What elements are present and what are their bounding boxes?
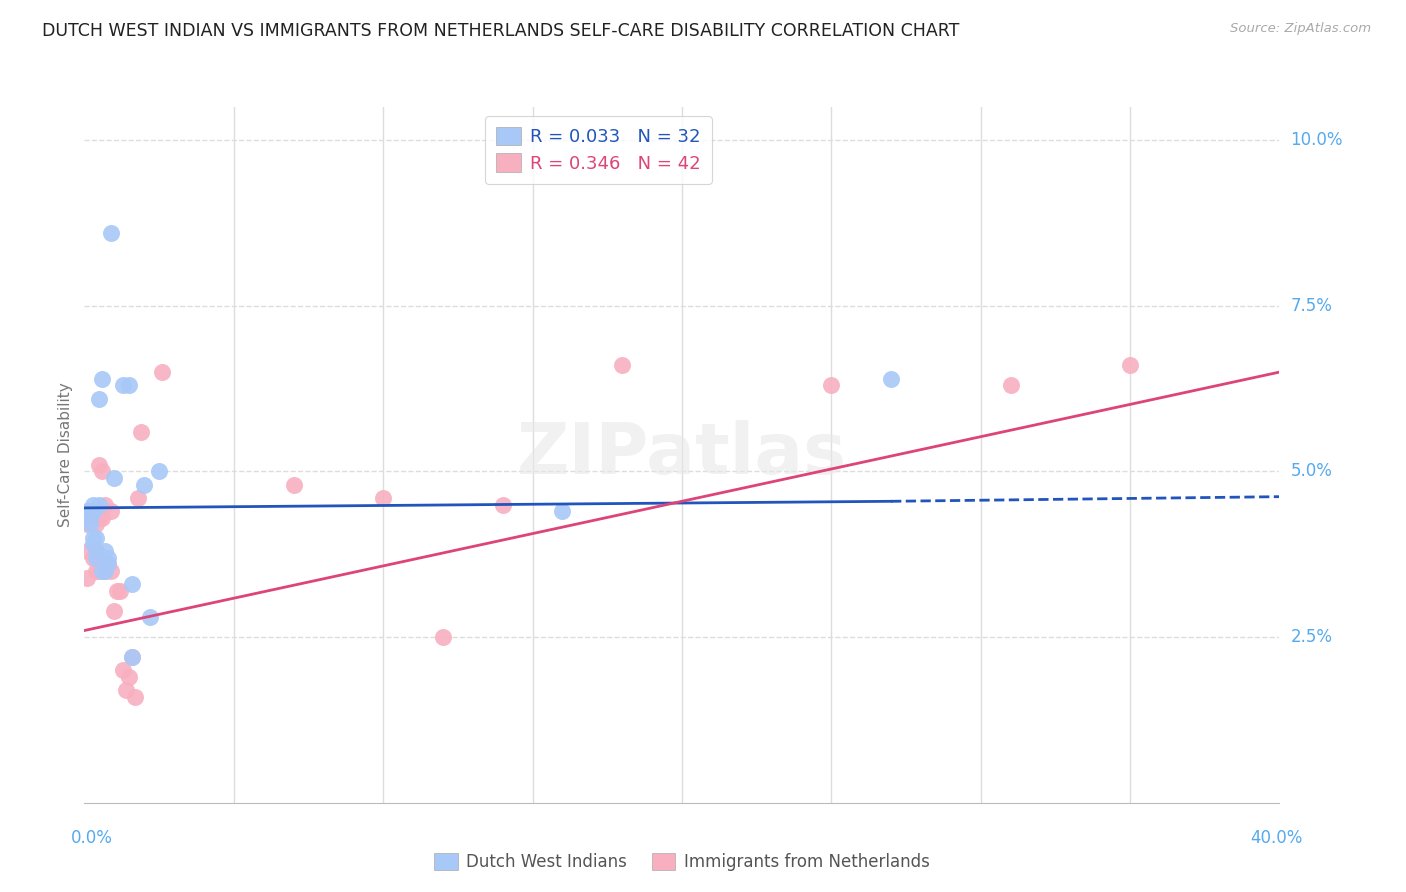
Point — [121, 577, 143, 591]
Point — [89, 498, 111, 512]
Point — [1000, 378, 1022, 392]
Point — [86, 511, 108, 525]
Point — [76, 570, 98, 584]
Point — [94, 498, 117, 512]
Legend: Dutch West Indians, Immigrants from Netherlands: Dutch West Indians, Immigrants from Neth… — [427, 847, 936, 878]
Point — [127, 491, 149, 505]
Point — [1119, 359, 1142, 373]
Point — [132, 477, 156, 491]
Point — [551, 504, 574, 518]
Point — [94, 544, 117, 558]
Point — [76, 544, 98, 558]
Point — [118, 670, 141, 684]
Text: ZIPatlas: ZIPatlas — [517, 420, 846, 490]
Point — [97, 550, 120, 565]
Point — [76, 517, 98, 532]
Point — [283, 477, 305, 491]
Point — [97, 558, 120, 572]
Text: 0.0%: 0.0% — [70, 829, 112, 847]
Point — [86, 550, 108, 565]
Text: 7.5%: 7.5% — [1291, 297, 1333, 315]
Point — [100, 226, 122, 240]
Point — [86, 564, 108, 578]
Point — [100, 564, 122, 578]
Point — [79, 504, 101, 518]
Point — [79, 504, 101, 518]
Point — [89, 564, 111, 578]
Point — [820, 378, 842, 392]
Point — [97, 558, 120, 572]
Point — [115, 683, 138, 698]
Point — [118, 378, 141, 392]
Point — [79, 517, 101, 532]
Point — [82, 504, 104, 518]
Point — [105, 583, 128, 598]
Point — [89, 511, 111, 525]
Point — [121, 650, 143, 665]
Point — [82, 498, 104, 512]
Point — [82, 537, 104, 551]
Text: 40.0%: 40.0% — [1250, 829, 1303, 847]
Point — [112, 378, 135, 392]
Point — [86, 531, 108, 545]
Point — [129, 425, 152, 439]
Y-axis label: Self-Care Disability: Self-Care Disability — [58, 383, 73, 527]
Point — [89, 458, 111, 472]
Point — [103, 604, 125, 618]
Text: 10.0%: 10.0% — [1291, 131, 1343, 149]
Point — [112, 663, 135, 677]
Point — [432, 630, 454, 644]
Point — [110, 583, 132, 598]
Point — [79, 511, 101, 525]
Point — [82, 511, 104, 525]
Point — [94, 564, 117, 578]
Point — [76, 504, 98, 518]
Point — [86, 544, 108, 558]
Point — [86, 517, 108, 532]
Point — [82, 504, 104, 518]
Text: 5.0%: 5.0% — [1291, 462, 1333, 481]
Point — [124, 690, 146, 704]
Point — [103, 471, 125, 485]
Text: Source: ZipAtlas.com: Source: ZipAtlas.com — [1230, 22, 1371, 36]
Point — [82, 531, 104, 545]
Point — [139, 610, 162, 624]
Point — [94, 564, 117, 578]
Point — [79, 511, 101, 525]
Point — [100, 504, 122, 518]
Point — [492, 498, 515, 512]
Point — [880, 372, 903, 386]
Point — [91, 511, 114, 525]
Point — [82, 504, 104, 518]
Point — [150, 365, 173, 379]
Point — [121, 650, 143, 665]
Point — [371, 491, 394, 505]
Point — [91, 564, 114, 578]
Point — [76, 511, 98, 525]
Point — [610, 359, 633, 373]
Text: DUTCH WEST INDIAN VS IMMIGRANTS FROM NETHERLANDS SELF-CARE DISABILITY CORRELATIO: DUTCH WEST INDIAN VS IMMIGRANTS FROM NET… — [42, 22, 959, 40]
Point — [91, 465, 114, 479]
Point — [82, 550, 104, 565]
Point — [86, 544, 108, 558]
Point — [148, 465, 170, 479]
Point — [91, 372, 114, 386]
Text: 2.5%: 2.5% — [1291, 628, 1333, 646]
Point — [76, 511, 98, 525]
Point — [89, 392, 111, 406]
